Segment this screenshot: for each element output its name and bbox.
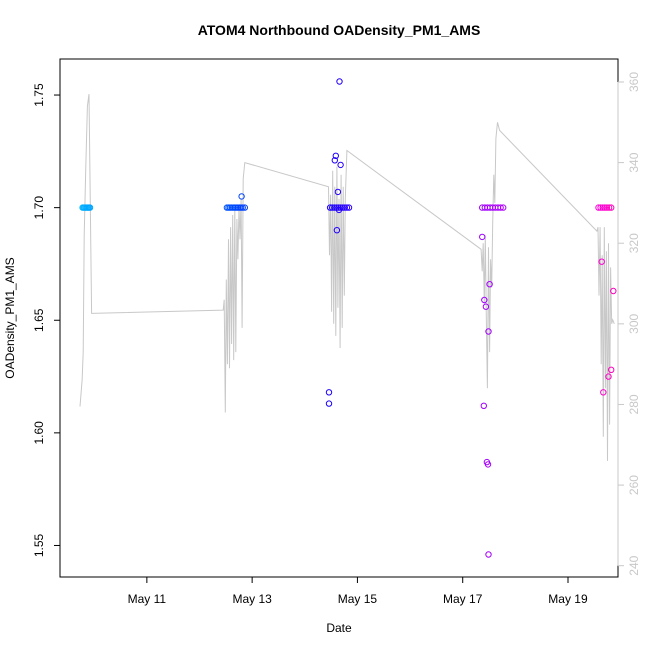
data-point xyxy=(479,233,486,241)
data-point xyxy=(337,161,344,169)
y-right-tick-label: 260 xyxy=(627,475,641,495)
y-axis-left: 1.55 1.60 1.65 1.70 1.75 xyxy=(32,83,60,557)
data-point xyxy=(239,204,246,211)
data-point xyxy=(485,328,492,335)
data-point xyxy=(608,366,615,373)
x-tick-label: May 11 xyxy=(128,592,167,606)
y-right-tick-label: 360 xyxy=(627,72,641,92)
data-point xyxy=(334,188,342,196)
y-tick-label: 1.55 xyxy=(32,533,46,557)
y-right-tick-label: 280 xyxy=(627,394,641,414)
data-point xyxy=(343,204,351,211)
data-points xyxy=(79,78,617,558)
y-tick-label: 1.65 xyxy=(32,308,46,332)
y-right-tick-label: 320 xyxy=(627,233,641,253)
data-point xyxy=(482,303,490,310)
data-point xyxy=(332,152,339,160)
data-point xyxy=(601,204,608,211)
chart-title: ATOM4 Northbound OADensity_PM1_AMS xyxy=(198,22,481,38)
data-point xyxy=(480,402,487,409)
data-point xyxy=(500,204,507,211)
data-point xyxy=(341,204,348,211)
x-tick-label: May 13 xyxy=(232,592,272,606)
y-axis-right: 240 260 280 300 320 340 360 xyxy=(617,72,641,576)
y-tick-label: 1.60 xyxy=(32,421,46,445)
y-tick-label: 1.70 xyxy=(32,196,46,220)
plot-border xyxy=(59,58,619,578)
x-tick-label: May 17 xyxy=(443,592,483,606)
trace-line xyxy=(79,94,615,461)
plot-area xyxy=(59,58,619,578)
secondary-trace xyxy=(79,94,615,461)
x-axis: May 11 May 13 May 15 May 17 May 19 xyxy=(128,577,588,606)
data-point xyxy=(484,461,492,468)
data-point xyxy=(331,157,338,164)
data-point xyxy=(86,204,94,211)
data-point xyxy=(600,389,607,396)
data-point xyxy=(326,204,334,211)
data-point xyxy=(598,258,605,265)
y-tick-label: 1.75 xyxy=(32,83,46,107)
y-right-tick-label: 340 xyxy=(627,152,641,172)
data-point xyxy=(333,227,341,234)
data-point xyxy=(481,296,488,304)
data-point xyxy=(345,204,353,211)
y-right-tick-label: 300 xyxy=(627,314,641,334)
data-point xyxy=(325,400,333,407)
data-point xyxy=(485,551,492,558)
data-point xyxy=(329,204,336,211)
x-tick-label: May 19 xyxy=(548,592,588,606)
y-right-tick-label: 240 xyxy=(627,555,641,575)
data-point xyxy=(603,204,611,211)
data-point xyxy=(336,78,343,85)
data-point xyxy=(241,204,249,211)
data-point xyxy=(597,204,604,211)
y-axis-label: OADensity_PM1_AMS xyxy=(3,257,17,378)
data-point xyxy=(238,193,245,200)
data-point xyxy=(335,206,343,214)
data-point xyxy=(605,373,612,380)
data-point xyxy=(325,389,333,396)
data-point xyxy=(599,204,606,211)
data-point xyxy=(486,281,493,288)
data-point xyxy=(610,287,617,295)
data-point xyxy=(608,204,615,211)
x-tick-label: May 15 xyxy=(338,592,378,606)
data-point xyxy=(605,204,613,211)
data-point xyxy=(595,204,602,211)
x-axis-label: Date xyxy=(326,621,352,635)
data-point xyxy=(497,204,504,211)
